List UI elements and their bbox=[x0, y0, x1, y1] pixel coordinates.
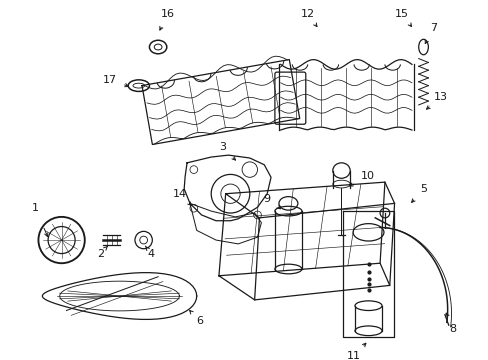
Text: 8: 8 bbox=[448, 324, 455, 334]
Text: 7: 7 bbox=[429, 23, 436, 33]
Text: 4: 4 bbox=[147, 248, 155, 258]
Text: 5: 5 bbox=[419, 184, 426, 194]
Text: 14: 14 bbox=[173, 189, 187, 199]
Text: 10: 10 bbox=[360, 171, 374, 181]
Text: 1: 1 bbox=[32, 203, 39, 213]
Text: 9: 9 bbox=[263, 194, 270, 203]
Text: 11: 11 bbox=[346, 351, 360, 360]
Text: 6: 6 bbox=[196, 316, 203, 326]
Text: 15: 15 bbox=[394, 9, 408, 19]
Text: 16: 16 bbox=[161, 9, 174, 19]
Text: 3: 3 bbox=[219, 143, 226, 152]
Text: 13: 13 bbox=[433, 92, 447, 102]
Text: 17: 17 bbox=[102, 75, 117, 85]
Text: 2: 2 bbox=[97, 248, 103, 258]
Text: 12: 12 bbox=[300, 9, 314, 19]
